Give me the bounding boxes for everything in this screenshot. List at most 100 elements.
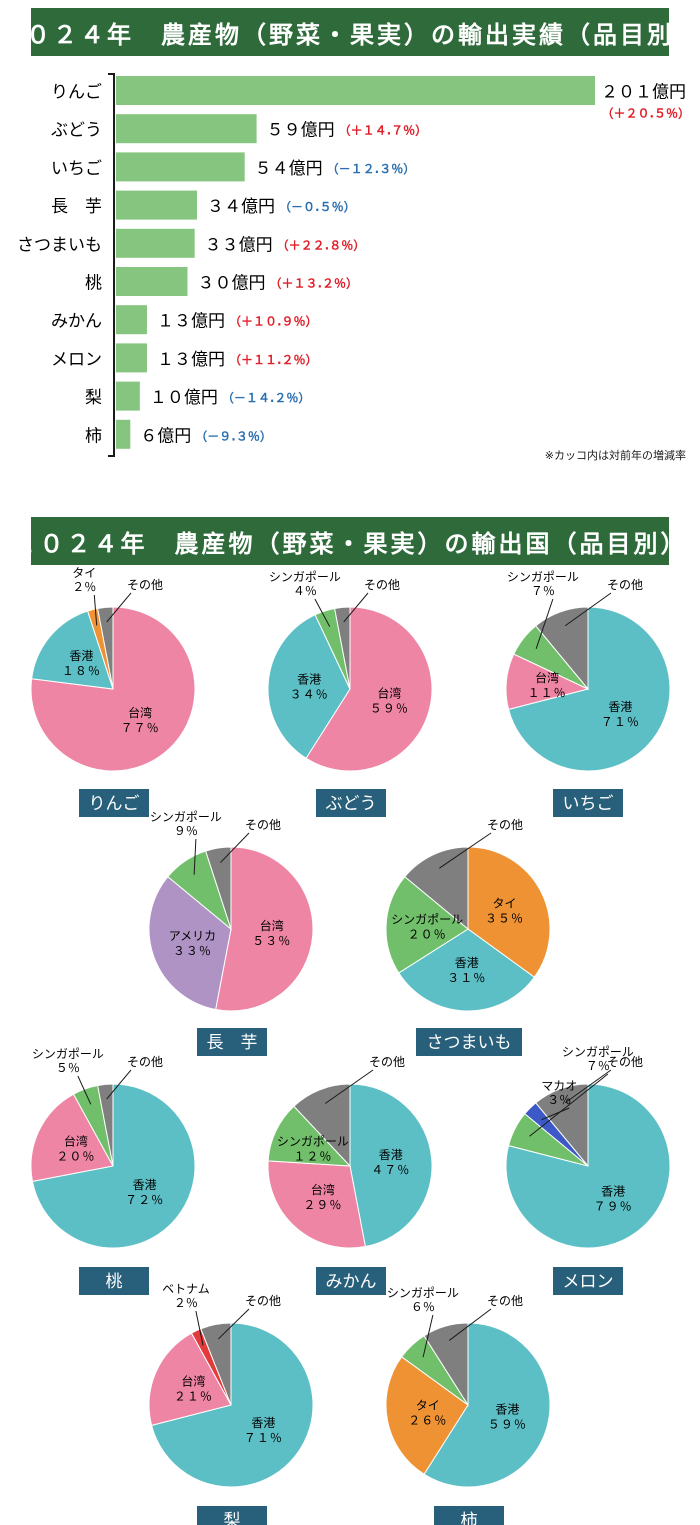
bar-value-label: ５９億円 <box>267 121 335 141</box>
pie-slice <box>398 928 536 1012</box>
pie-slice-name: シンガポール <box>269 570 341 584</box>
pie-slice-name: その他 <box>607 1055 643 1069</box>
pie-slice <box>200 1322 232 1406</box>
pie-slice <box>334 606 351 690</box>
pie-slice-percent: ５９％ <box>370 701 409 715</box>
pie-slice <box>267 1160 366 1249</box>
bar-change-label: （＋２２.８％） <box>277 237 366 252</box>
pie-leader-line <box>541 1107 570 1121</box>
pie-slice <box>305 606 433 772</box>
bar <box>116 267 188 296</box>
pie-slice-name: タイ <box>493 896 517 910</box>
pie-slice <box>150 1322 314 1488</box>
pie-slice-name: その他 <box>127 578 163 592</box>
bar-change-label: （－１２.３％） <box>327 161 416 176</box>
pie-slice-percent: ７９％ <box>594 1199 633 1213</box>
bar-value-label: １０億円 <box>150 388 218 408</box>
pie-leader-line <box>564 592 612 627</box>
pie-slice-percent: ５％ <box>56 1061 80 1075</box>
pie-slice-name: 台湾 <box>311 1182 335 1197</box>
pie-slice <box>215 846 314 1012</box>
pie-slice-name: その他 <box>487 818 523 832</box>
export-bar-chart: りんご ２０１億円 （＋２０.５％） ぶどう ５９億円 （＋１４.７％） いちご ５４億円 （－… <box>17 73 690 457</box>
pie-slice-percent: ７１％ <box>244 1431 283 1445</box>
pie-slice-name: その他 <box>245 1294 281 1308</box>
pie-slice-name: シンガポール <box>277 1135 349 1149</box>
pie-slice <box>423 1322 551 1488</box>
pie-leader-line <box>77 1075 92 1105</box>
bar-value-label: ２０１億円 <box>601 83 686 103</box>
pie-slice-percent: ３４％ <box>290 687 329 701</box>
pie-slice-percent: １１％ <box>528 686 567 700</box>
pie-leader-line <box>314 598 331 627</box>
pie-item-label: いちご <box>563 794 614 814</box>
pie-slice-percent: ２０％ <box>408 927 447 941</box>
pie-leader-line <box>439 832 492 869</box>
pie-leader-line <box>422 1314 434 1358</box>
bar-category-label: みかん <box>51 312 102 332</box>
bar <box>116 228 195 258</box>
pie-slice-name: 香港 <box>379 1148 403 1162</box>
bar-change-label: （＋１３.２％） <box>269 276 358 291</box>
pie-slice-percent: ７％ <box>531 584 555 598</box>
pie-slice-percent: ３５％ <box>485 911 524 925</box>
pie-slice-percent: ５９％ <box>488 1417 527 1431</box>
pie-item-box <box>197 1028 267 1056</box>
pie-slice-name: ベトナム <box>162 1282 210 1296</box>
pie-slice <box>404 846 469 931</box>
bar-category-label: 梨 <box>85 388 102 408</box>
pie-slice-name: その他 <box>487 1294 523 1308</box>
pie-slice-percent: ７７％ <box>121 721 160 735</box>
bar-category-label: 長 芋 <box>51 197 102 217</box>
pie-slice-name: 香港 <box>69 649 93 663</box>
bar-value-label: １３億円 <box>157 312 225 332</box>
pie-slice-name: 香港 <box>133 1178 157 1192</box>
pie-slice <box>205 846 232 930</box>
bar-value-label: ５４億円 <box>255 159 323 179</box>
pie-slice <box>507 606 671 772</box>
pie-leader-line <box>93 594 98 626</box>
pie-leader-line <box>195 1310 204 1346</box>
pie-slice-name: 香港 <box>297 672 321 686</box>
bar <box>116 152 245 182</box>
pie-slice-name: その他 <box>607 578 643 592</box>
pie-slice-name: シンガポール <box>387 1286 459 1300</box>
pie-slice-percent: ２９％ <box>303 1198 342 1212</box>
pie-slice <box>423 1322 469 1407</box>
bar-category-label: 柿 <box>85 426 102 446</box>
pie-leader-line <box>564 1069 612 1104</box>
pie-slice-name: 香港 <box>608 700 632 714</box>
bar-category-label: メロン <box>51 350 102 370</box>
pie-slice-name: その他 <box>369 1055 405 1069</box>
bar-value-label: ６億円 <box>140 426 191 446</box>
pie-item-label: さつまいも <box>427 1033 512 1053</box>
pie-item-label: 桃 <box>106 1272 123 1292</box>
pie-slice-name: 香港 <box>601 1184 625 1198</box>
pie-leader-line <box>529 1073 609 1137</box>
pie-item-box <box>553 789 623 817</box>
pie-item-label: メロン <box>563 1272 614 1292</box>
pie-slice <box>535 1083 589 1168</box>
pie-slice-name: タイ <box>416 1399 440 1413</box>
pie-slice <box>385 1356 469 1475</box>
pie-slice <box>31 610 114 690</box>
bar-value-label: １３億円 <box>157 350 225 370</box>
pie-slice-percent: ３３％ <box>173 944 212 958</box>
pie-item-label: 柿 <box>461 1511 478 1525</box>
pie-slice <box>148 1332 232 1426</box>
pie-slice-percent: ４７％ <box>371 1163 410 1177</box>
bar <box>116 114 257 144</box>
bar-change-label: （＋１０.９％） <box>229 314 318 329</box>
pie-slice-name: 台湾 <box>128 705 152 720</box>
pie-slice-percent: ７％ <box>586 1059 610 1073</box>
pie-slice-name: その他 <box>127 1055 163 1069</box>
bar-change-label: （＋２０.５％） <box>601 106 690 121</box>
pie-leader-line <box>324 1069 374 1104</box>
pie-slice <box>385 876 469 974</box>
